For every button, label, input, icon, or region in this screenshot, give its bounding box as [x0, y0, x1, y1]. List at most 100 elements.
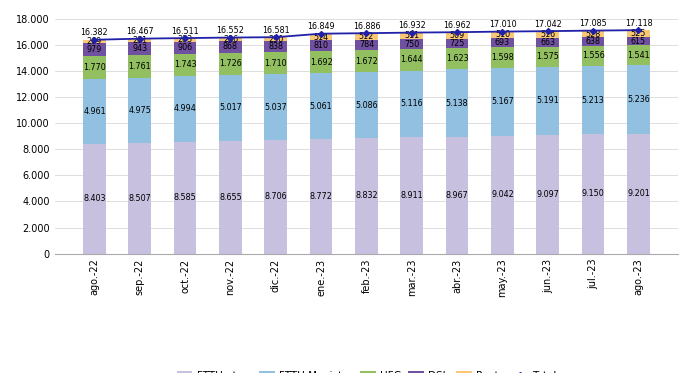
Text: 17.085: 17.085	[580, 19, 607, 28]
Text: 1.726: 1.726	[219, 59, 242, 68]
Text: 5.116: 5.116	[401, 100, 423, 109]
Bar	[129, 42, 151, 54]
Bar	[491, 32, 514, 38]
Text: 16.511: 16.511	[171, 27, 199, 36]
Text: 290: 290	[269, 35, 284, 44]
Text: 8.507: 8.507	[128, 194, 151, 203]
Text: 810: 810	[314, 41, 329, 50]
Text: 525: 525	[631, 29, 646, 38]
Bar	[582, 46, 604, 66]
Bar	[129, 54, 151, 78]
Text: 8.655: 8.655	[219, 192, 242, 202]
Text: 9.042: 9.042	[491, 190, 514, 199]
Bar	[219, 53, 242, 75]
Bar	[129, 39, 151, 42]
Text: 5.191: 5.191	[536, 97, 559, 106]
Bar	[310, 51, 332, 73]
Text: 638: 638	[586, 37, 601, 46]
Text: 16.962: 16.962	[443, 21, 471, 30]
Text: 17.042: 17.042	[534, 20, 562, 29]
Text: 16.382: 16.382	[81, 28, 108, 37]
Text: 16.849: 16.849	[308, 22, 335, 31]
Bar	[129, 78, 151, 142]
Text: 4.975: 4.975	[128, 106, 151, 115]
Text: 17.118: 17.118	[625, 19, 652, 28]
Bar	[536, 47, 559, 67]
Bar	[627, 134, 650, 254]
Bar	[174, 54, 197, 76]
Bar	[627, 37, 650, 45]
Bar	[219, 75, 242, 141]
Bar	[310, 139, 332, 254]
Text: 16.932: 16.932	[398, 21, 425, 30]
Text: 1.710: 1.710	[264, 59, 287, 68]
Bar	[219, 141, 242, 254]
Bar	[355, 138, 378, 254]
Bar	[264, 52, 287, 74]
Text: 5.061: 5.061	[310, 101, 332, 110]
Text: 9.097: 9.097	[536, 190, 559, 199]
Text: 5.236: 5.236	[627, 95, 650, 104]
Bar	[491, 68, 514, 136]
Text: 784: 784	[359, 41, 374, 50]
Bar	[174, 38, 197, 42]
Text: 528: 528	[586, 29, 601, 38]
Bar	[536, 135, 559, 254]
Bar	[355, 33, 378, 40]
Bar	[310, 34, 332, 40]
Bar	[582, 38, 604, 46]
Text: 281: 281	[132, 36, 147, 45]
Bar	[401, 39, 423, 49]
Bar	[355, 40, 378, 50]
Bar	[536, 67, 559, 135]
Bar	[582, 31, 604, 38]
Text: 9.201: 9.201	[627, 189, 650, 198]
Text: 5.086: 5.086	[355, 101, 378, 110]
Bar	[264, 41, 287, 52]
Text: 9.150: 9.150	[582, 189, 605, 198]
Text: 1.556: 1.556	[582, 51, 605, 60]
Bar	[264, 140, 287, 254]
Bar	[446, 137, 469, 254]
Text: 868: 868	[223, 43, 238, 51]
Text: 1.644: 1.644	[401, 55, 423, 64]
Bar	[536, 31, 559, 38]
Text: 16.886: 16.886	[353, 22, 380, 31]
Text: 269: 269	[87, 37, 102, 46]
Text: 838: 838	[269, 42, 284, 51]
Text: 5.138: 5.138	[446, 98, 469, 107]
Text: 283: 283	[177, 35, 192, 44]
Text: 5.213: 5.213	[582, 95, 605, 105]
Text: 5.017: 5.017	[219, 103, 242, 112]
Bar	[310, 40, 332, 51]
Bar	[310, 73, 332, 139]
Bar	[264, 37, 287, 41]
Text: 5.167: 5.167	[491, 97, 514, 106]
Text: 8.911: 8.911	[401, 191, 423, 200]
Text: 1.770: 1.770	[83, 63, 106, 72]
Text: 8.832: 8.832	[355, 191, 378, 201]
Text: 5.037: 5.037	[264, 103, 287, 112]
Text: 509: 509	[449, 31, 464, 40]
Text: 8.772: 8.772	[310, 192, 333, 201]
Legend: FTTH otros, FTTH Movistar, HFC, DSL, Resto, Total: FTTH otros, FTTH Movistar, HFC, DSL, Res…	[173, 366, 560, 373]
Text: 16.467: 16.467	[126, 27, 153, 36]
Bar	[355, 50, 378, 72]
Bar	[536, 38, 559, 47]
Bar	[129, 142, 151, 254]
Text: 8.585: 8.585	[174, 193, 197, 202]
Text: 512: 512	[359, 32, 374, 41]
Bar	[83, 144, 105, 254]
Bar	[174, 76, 197, 142]
Bar	[219, 38, 242, 41]
Text: 750: 750	[404, 40, 419, 48]
Bar	[627, 30, 650, 37]
Text: 1.672: 1.672	[355, 57, 378, 66]
Text: 1.761: 1.761	[129, 62, 151, 70]
Bar	[264, 74, 287, 140]
Bar	[355, 72, 378, 138]
Bar	[401, 49, 423, 70]
Text: 510: 510	[495, 31, 510, 40]
Text: 663: 663	[540, 38, 556, 47]
Text: 906: 906	[177, 43, 192, 52]
